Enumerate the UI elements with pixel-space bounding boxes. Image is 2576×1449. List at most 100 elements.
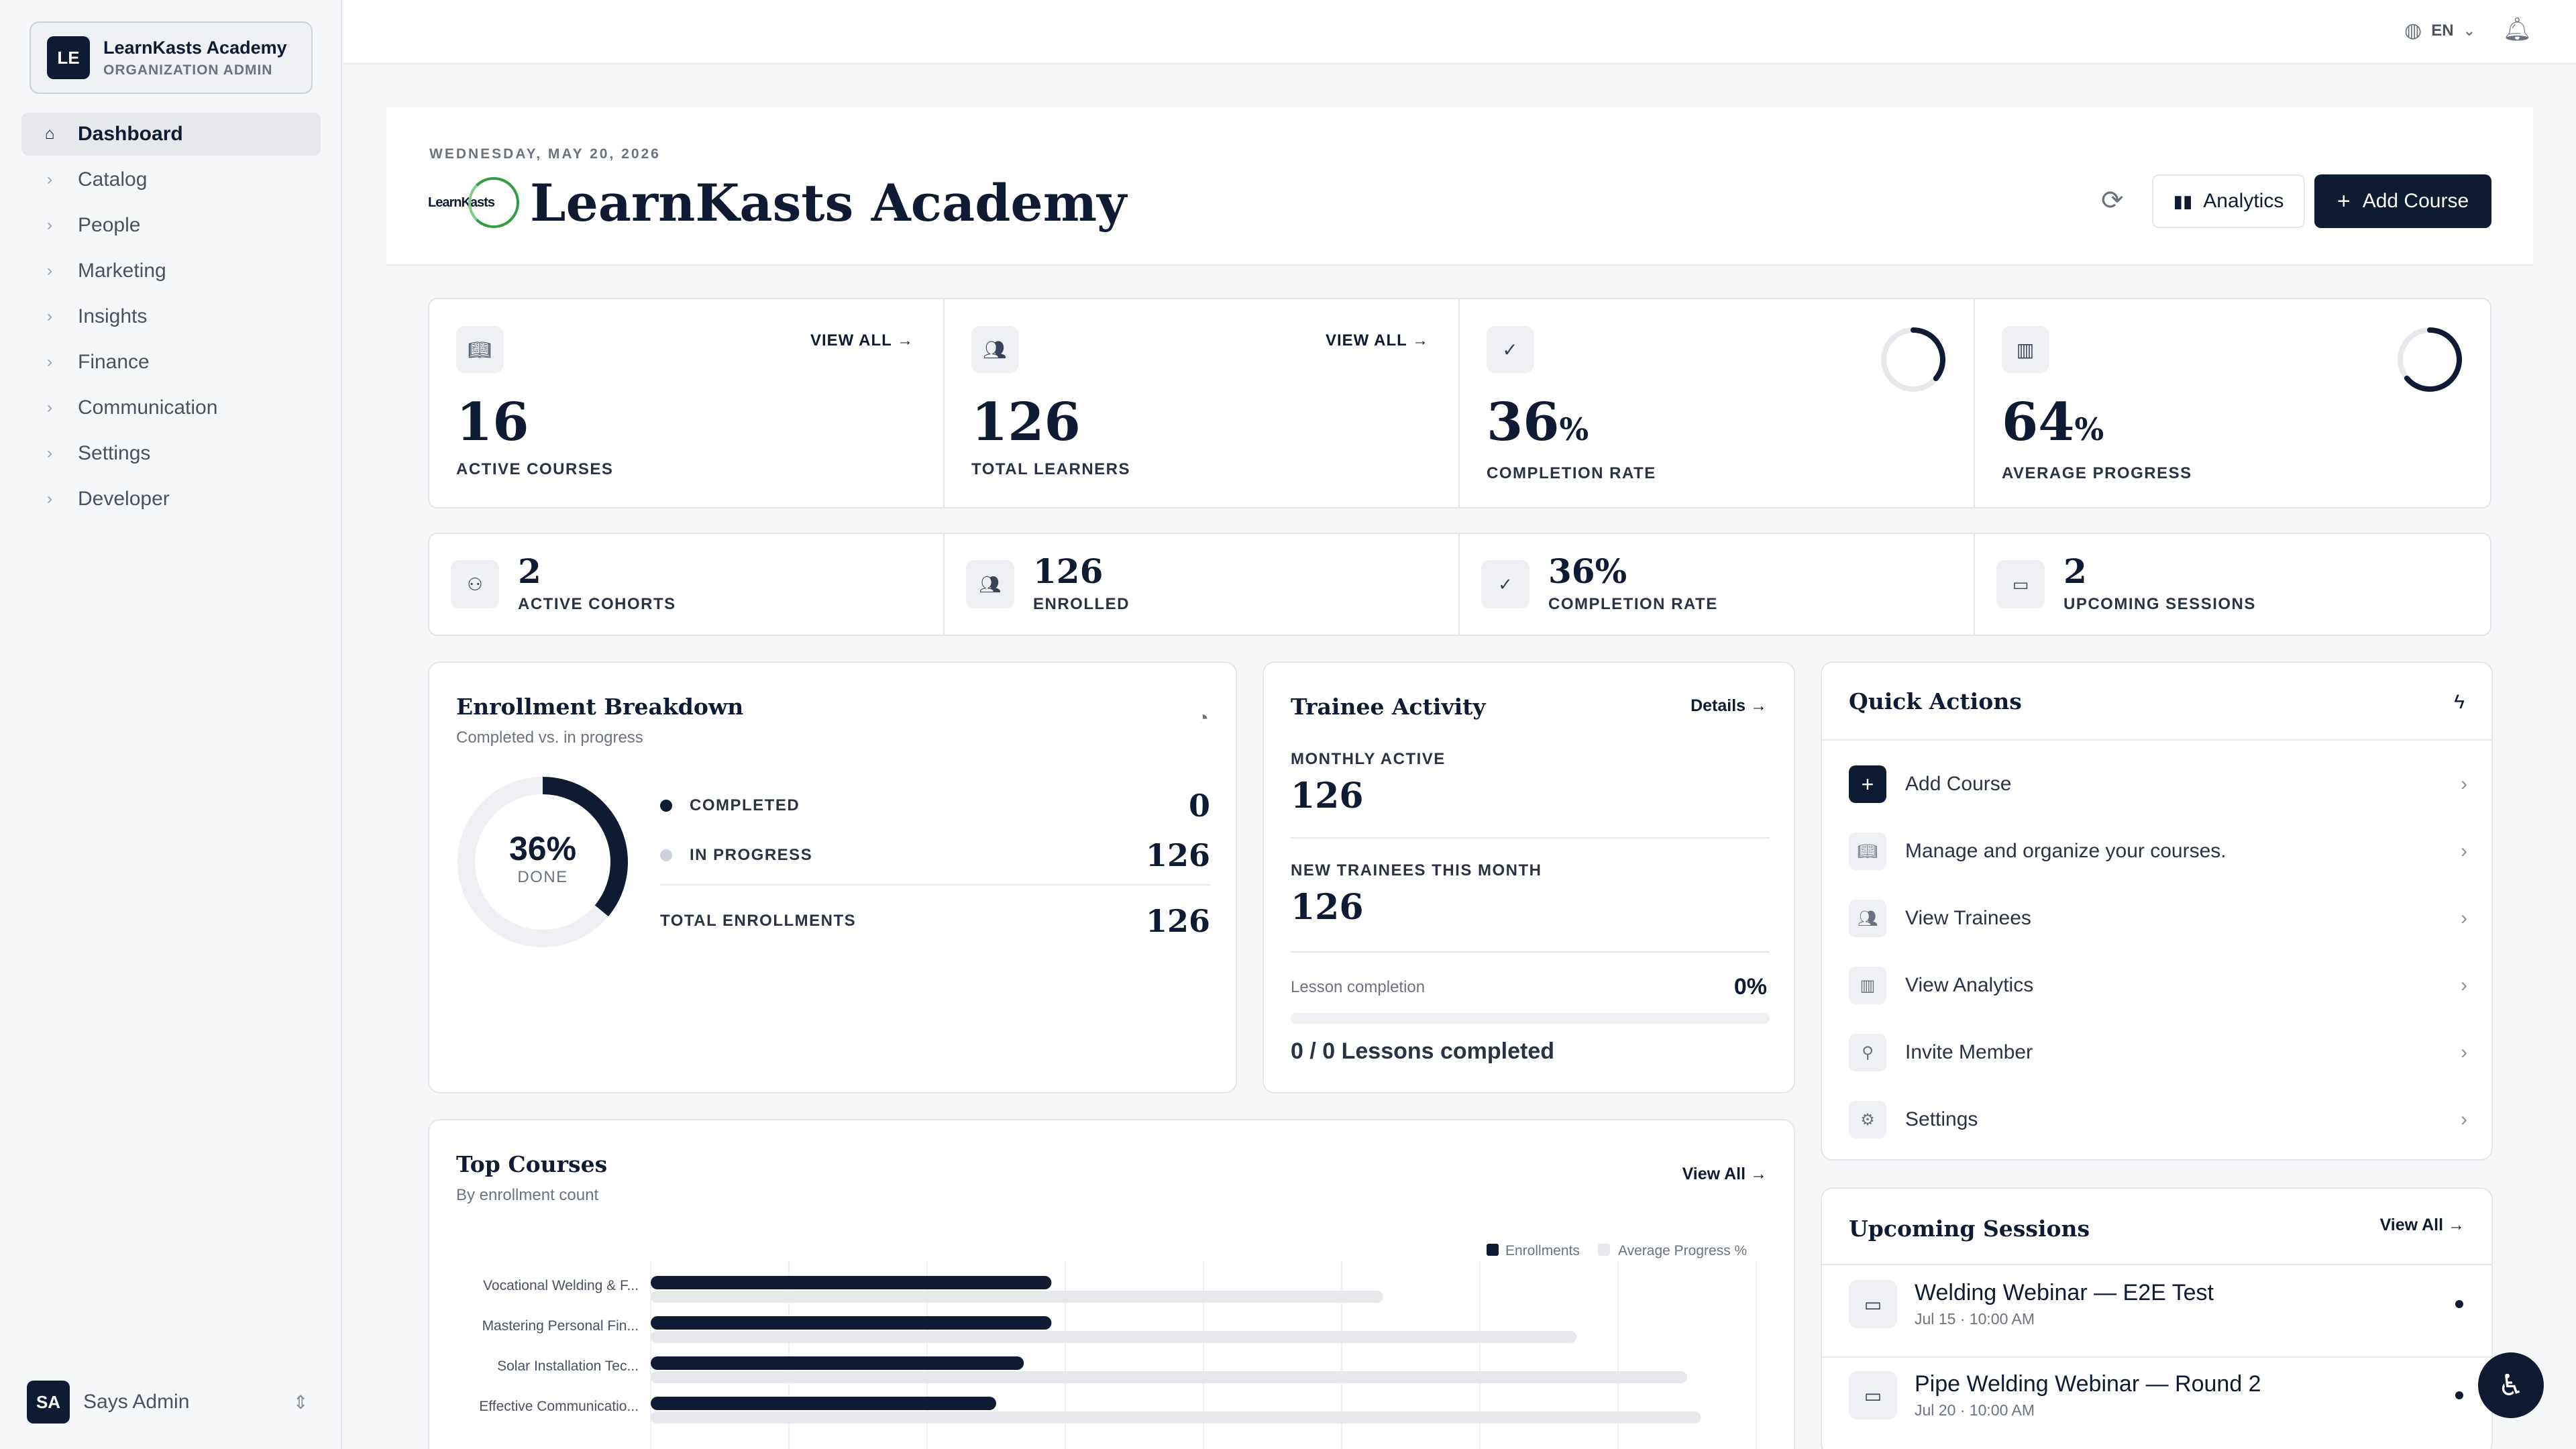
sidebar-item-finance[interactable]: › Finance xyxy=(21,341,321,384)
current-date: WEDNESDAY, MAY 20, 2026 xyxy=(429,146,661,162)
quick-action-manage-courses[interactable]: 📖︎ Manage and organize your courses. › xyxy=(1849,828,2467,875)
analytics-button[interactable]: ▮▮ Analytics xyxy=(2152,174,2305,228)
language-selector[interactable]: ◍ EN ⌄ xyxy=(2404,19,2475,42)
quick-action-view-analytics[interactable]: ▥ View Analytics › xyxy=(1849,962,2467,1009)
bar-chart-icon: ▥ xyxy=(2002,326,2049,373)
divider xyxy=(1822,1356,2491,1358)
quick-action-add-course[interactable]: + Add Course › xyxy=(1849,761,2467,808)
bar-chart-icon: ▥ xyxy=(1849,967,1886,1004)
refresh-icon[interactable]: ⟳ xyxy=(2101,186,2124,215)
legend-label: Enrollments xyxy=(1505,1243,1580,1258)
chevron-right-icon: › xyxy=(2461,1041,2467,1063)
quick-action-invite-member[interactable]: ⚲ Invite Member › xyxy=(1849,1029,2467,1076)
trainee-activity-card: Trainee Activity Details → MONTHLY ACTIV… xyxy=(1263,661,1795,1093)
quick-action-label: Invite Member xyxy=(1905,1041,2033,1063)
globe-icon: ◍ xyxy=(2404,19,2422,42)
stat-active-cohorts: ⚇ 2 ACTIVE COHORTS xyxy=(429,534,945,635)
progress-bar xyxy=(651,1411,1701,1424)
stat-total-learners: 👥︎ VIEW ALL → 126 TOTAL LEARNERS xyxy=(945,299,1460,507)
stat-label: ACTIVE COURSES xyxy=(456,460,614,478)
chevron-updown-icon: ⇕ xyxy=(292,1391,309,1413)
video-icon: ▭ xyxy=(1849,1371,1897,1419)
status-dot xyxy=(2455,1300,2463,1308)
progress-bar xyxy=(651,1371,1687,1383)
sidebar-item-catalog[interactable]: › Catalog xyxy=(21,158,321,201)
enrollment-breakdown-card: Enrollment Breakdown Completed vs. in pr… xyxy=(428,661,1237,1093)
view-all-courses-link[interactable]: View All → xyxy=(1682,1165,1767,1183)
user-plus-icon: ⚲ xyxy=(1849,1034,1886,1071)
session-time: Jul 20 · 10:00 AM xyxy=(1915,1401,2035,1419)
video-icon: ▭ xyxy=(1996,560,2045,608)
chevron-right-icon: › xyxy=(47,444,52,462)
donut-arc xyxy=(458,777,628,947)
stat-value: 2 xyxy=(2063,551,2087,591)
view-all-courses-link[interactable]: VIEW ALL → xyxy=(810,331,914,350)
monthly-active-label: MONTHLY ACTIVE xyxy=(1291,750,1446,768)
bell-icon[interactable]: 🔔︎ xyxy=(2502,17,2532,42)
sidebar-item-dashboard[interactable]: ⌂ Dashboard xyxy=(21,113,321,156)
gear-icon: ⚙ xyxy=(1849,1101,1886,1138)
category-label: Mastering Personal Fin... xyxy=(482,1318,639,1334)
sidebar-item-insights[interactable]: › Insights xyxy=(21,295,321,338)
user-menu[interactable]: SA Says Admin ⇕ xyxy=(27,1379,315,1425)
monthly-active-value: 126 xyxy=(1291,775,1364,816)
bar-chart-icon: ▮▮ xyxy=(2173,191,2193,211)
quick-action-label: View Trainees xyxy=(1905,907,2031,929)
plus-icon: + xyxy=(1849,765,1886,803)
row-value: 126 xyxy=(1145,903,1210,939)
stat-completion-rate: ✓ 36% COMPLETION RATE xyxy=(1460,299,1975,507)
quick-action-label: Settings xyxy=(1905,1108,1978,1130)
accessibility-button[interactable]: ♿︎ xyxy=(2478,1352,2544,1418)
chevron-right-icon: › xyxy=(2461,1108,2467,1130)
stat-average-progress: ▥ 64% AVERAGE PROGRESS xyxy=(1975,299,2490,507)
category-label: Solar Installation Tec... xyxy=(497,1358,639,1374)
plus-icon: + xyxy=(2337,188,2351,214)
divider xyxy=(1822,739,2491,741)
sidebar-item-label: Developer xyxy=(78,488,170,510)
view-all-learners-link[interactable]: VIEW ALL → xyxy=(1326,331,1429,350)
quick-actions-card: Quick Actions ϟ + Add Course › 📖︎ Manage… xyxy=(1821,661,2493,1161)
sidebar-item-label: Marketing xyxy=(78,260,166,282)
divider xyxy=(1291,951,1770,953)
session-item[interactable]: ▭ Welding Webinar — E2E Test Jul 15 · 10… xyxy=(1849,1280,2467,1328)
divider xyxy=(1291,837,1770,839)
sidebar-item-label: People xyxy=(78,214,141,236)
org-switcher[interactable]: LE LearnKasts Academy ORGANIZATION ADMIN xyxy=(30,21,313,94)
stat-value: 2 xyxy=(518,551,541,591)
status-dot xyxy=(2455,1391,2463,1399)
enrollment-donut xyxy=(458,777,628,947)
quick-action-view-trainees[interactable]: 👥︎ View Trainees › xyxy=(1849,895,2467,942)
sidebar-item-settings[interactable]: › Settings xyxy=(21,432,321,475)
sidebar-item-label: Settings xyxy=(78,442,151,464)
stat-value: 36% xyxy=(1548,551,1627,591)
chevron-right-icon: › xyxy=(2461,974,2467,996)
details-link[interactable]: Details → xyxy=(1690,696,1767,715)
sidebar-item-people[interactable]: › People xyxy=(21,204,321,247)
sidebar-item-developer[interactable]: › Developer xyxy=(21,478,321,521)
progress-bar xyxy=(651,1331,1577,1343)
view-all-sessions-link[interactable]: View All → xyxy=(2379,1216,2465,1234)
add-course-button[interactable]: + Add Course xyxy=(2314,174,2491,228)
chevron-right-icon: › xyxy=(2461,840,2467,862)
card-subtitle: By enrollment count xyxy=(456,1186,599,1204)
pie-chart-icon: ◔ xyxy=(1196,707,1209,729)
stat-label: AVERAGE PROGRESS xyxy=(2002,464,2192,482)
sidebar-item-marketing[interactable]: › Marketing xyxy=(21,250,321,292)
enrollment-bar xyxy=(651,1316,1052,1330)
lesson-progress-bar xyxy=(1291,1013,1770,1024)
completion-ring xyxy=(1881,327,1945,392)
sidebar-item-communication[interactable]: › Communication xyxy=(21,386,321,429)
quick-action-settings[interactable]: ⚙ Settings › xyxy=(1849,1096,2467,1143)
book-icon: 📖︎ xyxy=(456,326,503,373)
stat-label: COMPLETION RATE xyxy=(1487,464,1656,482)
stat-value: 36% xyxy=(1487,392,1589,453)
upcoming-sessions-card: Upcoming Sessions View All → ▭ Welding W… xyxy=(1821,1187,2493,1449)
session-item[interactable]: ▭ Pipe Welding Webinar — Round 2 Jul 20 … xyxy=(1849,1371,2467,1419)
sidebar-item-label: Catalog xyxy=(78,168,148,191)
sidebar-nav: ⌂ Dashboard › Catalog › People › Marketi… xyxy=(21,113,321,523)
chevron-right-icon: › xyxy=(47,216,52,234)
chevron-right-icon: › xyxy=(47,398,52,417)
enrollment-row-completed: COMPLETED 0 xyxy=(660,788,1210,824)
stat-label: ACTIVE COHORTS xyxy=(518,595,676,613)
ring-progress xyxy=(2398,327,2462,392)
